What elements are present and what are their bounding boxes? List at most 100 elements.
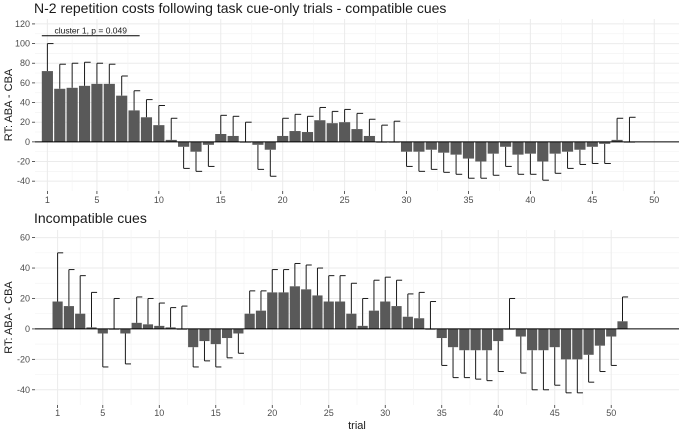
bar [221, 328, 233, 339]
bar [165, 139, 177, 142]
bar [339, 122, 351, 142]
x-axis-label: trial [348, 420, 366, 432]
bar [202, 141, 214, 145]
bar [278, 292, 289, 329]
bar [244, 313, 255, 329]
bar [178, 141, 190, 147]
chart-title: Incompatible cues [34, 210, 147, 226]
x-tick-label: 1 [55, 408, 60, 418]
bar [572, 328, 583, 360]
x-tick-label: 40 [525, 195, 535, 205]
bar [606, 328, 617, 337]
bar [500, 141, 512, 147]
bar [142, 324, 154, 329]
bar [128, 110, 140, 142]
x-tick-label: 45 [550, 408, 560, 418]
bar [357, 325, 368, 329]
bar [368, 310, 380, 329]
bar [436, 328, 447, 339]
bar [165, 327, 176, 329]
y-tick-label: 20 [20, 293, 30, 303]
bar [561, 141, 574, 152]
y-axis-label: RT: ABA - CBA [3, 281, 15, 354]
bar [334, 301, 346, 329]
bar [210, 328, 221, 345]
bar [41, 71, 53, 142]
x-tick-label: 45 [587, 195, 597, 205]
bar [131, 322, 142, 329]
bar [524, 141, 536, 154]
y-tick-label: 40 [20, 98, 30, 108]
bar [86, 327, 97, 329]
bar [363, 135, 375, 142]
bar [252, 141, 264, 145]
bar [611, 139, 623, 142]
bar [75, 313, 86, 329]
y-tick-label: 100 [15, 39, 30, 49]
y-tick-label: 60 [20, 78, 30, 88]
bar [78, 85, 91, 142]
bar [199, 328, 210, 342]
y-tick-label: -40 [17, 176, 30, 186]
bar [116, 95, 128, 142]
bar [301, 132, 314, 142]
bar [599, 141, 611, 144]
bar [54, 88, 66, 142]
x-tick-label: 40 [493, 408, 503, 418]
x-tick-label: 30 [402, 195, 412, 205]
bar [527, 328, 538, 351]
bar [289, 286, 300, 329]
bar [560, 328, 572, 360]
x-tick-label: 35 [437, 408, 447, 418]
x-tick-label: 25 [324, 408, 334, 418]
y-tick-label: -40 [17, 385, 30, 395]
bar [538, 328, 549, 351]
bar [487, 141, 499, 154]
x-tick-label: 20 [267, 408, 277, 418]
bar [312, 295, 323, 329]
bar [414, 318, 425, 329]
bar [459, 328, 470, 351]
bar [154, 325, 165, 329]
y-tick-label: 0 [25, 137, 30, 147]
bar [351, 129, 363, 142]
bar [140, 117, 153, 142]
bar [594, 328, 605, 346]
y-tick-label: 20 [20, 117, 30, 127]
bar [438, 141, 450, 153]
y-tick-label: 80 [20, 58, 30, 68]
bar [380, 301, 391, 329]
bar [574, 141, 586, 150]
bar [66, 87, 78, 142]
x-tick-label: 15 [216, 195, 226, 205]
x-tick-label: 1 [45, 195, 50, 205]
y-tick-label: -20 [17, 354, 30, 364]
bar [583, 328, 594, 355]
cluster-annotation: cluster 1, p = 0.049 [54, 26, 127, 36]
bar [255, 310, 267, 329]
bar [425, 141, 437, 150]
bar [515, 328, 526, 337]
bar [391, 306, 402, 329]
bar [475, 141, 487, 162]
bar [447, 328, 459, 348]
y-tick-label: 60 [20, 233, 30, 243]
bar [493, 328, 504, 342]
bar [227, 135, 239, 142]
bar [314, 120, 326, 142]
y-tick-label: 40 [20, 263, 30, 273]
bar [188, 328, 199, 348]
bar [549, 141, 561, 154]
x-tick-label: 15 [211, 408, 221, 418]
bar [52, 301, 63, 329]
x-tick-label: 30 [380, 408, 390, 418]
bar [617, 321, 628, 329]
x-tick-label: 5 [100, 408, 105, 418]
x-tick-label: 20 [278, 195, 288, 205]
bar [346, 313, 357, 329]
bar [277, 135, 289, 142]
bar [549, 328, 560, 348]
bar [450, 141, 462, 155]
